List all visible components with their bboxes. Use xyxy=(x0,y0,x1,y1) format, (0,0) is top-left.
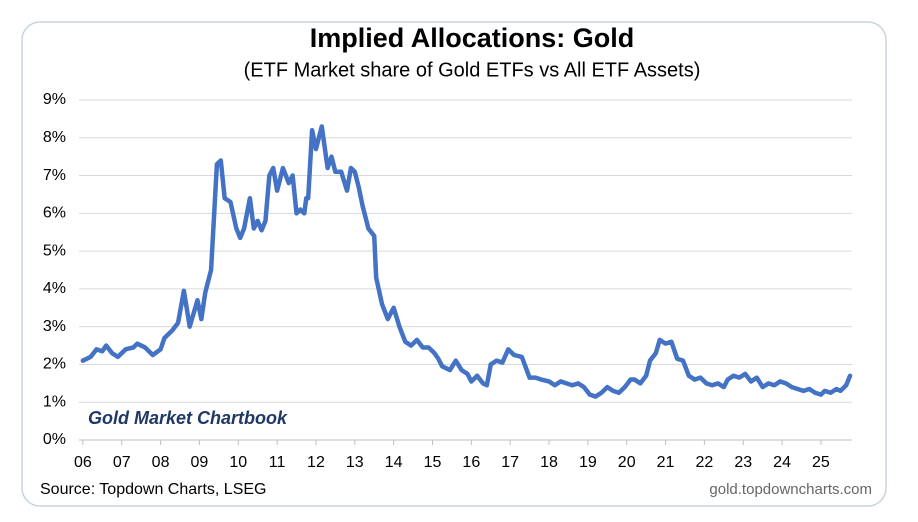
x-tick-label: 23 xyxy=(734,454,752,471)
y-tick-label: 5% xyxy=(43,242,66,259)
x-tick-label: 21 xyxy=(657,454,675,471)
x-tick-label: 07 xyxy=(113,454,131,471)
x-tick-label: 12 xyxy=(307,454,325,471)
x-tick-label: 24 xyxy=(773,454,791,471)
x-tick-label: 09 xyxy=(191,454,209,471)
x-tick-label: 14 xyxy=(385,454,403,471)
x-tick-label: 06 xyxy=(74,454,92,471)
x-tick-label: 19 xyxy=(579,454,597,471)
y-tick-label: 9% xyxy=(43,91,66,108)
x-tick-label: 15 xyxy=(424,454,442,471)
chart-frame xyxy=(21,21,887,507)
y-tick-label: 6% xyxy=(43,205,66,222)
y-tick-label: 3% xyxy=(43,318,66,335)
x-tick-label: 18 xyxy=(540,454,558,471)
data-line xyxy=(80,124,853,399)
x-tick-label: 08 xyxy=(152,454,170,471)
x-tick-label: 13 xyxy=(346,454,364,471)
y-tick-label: 1% xyxy=(43,393,66,410)
website: gold.topdowncharts.com xyxy=(709,481,872,498)
x-tick-label: 22 xyxy=(695,454,713,471)
x-tick-label: 17 xyxy=(501,454,519,471)
chart-title: Implied Allocations: Gold xyxy=(310,23,635,53)
x-tick-label: 20 xyxy=(618,454,636,471)
chart-subtitle: (ETF Market share of Gold ETFs vs All ET… xyxy=(244,59,701,81)
y-tick-label: 7% xyxy=(43,167,66,184)
annotation: Gold Market Chartbook xyxy=(88,408,288,428)
y-tick-label: 2% xyxy=(43,356,66,373)
x-tick-label: 10 xyxy=(229,454,247,471)
source: Source: Topdown Charts, LSEG xyxy=(40,481,267,498)
y-tick-label: 8% xyxy=(43,129,66,146)
y-tick-label: 4% xyxy=(43,280,66,297)
y-tick-label: 0% xyxy=(43,431,66,448)
x-tick-label: 25 xyxy=(812,454,830,471)
x-tick-label: 11 xyxy=(269,454,286,471)
x-tick-label: 16 xyxy=(462,454,480,471)
